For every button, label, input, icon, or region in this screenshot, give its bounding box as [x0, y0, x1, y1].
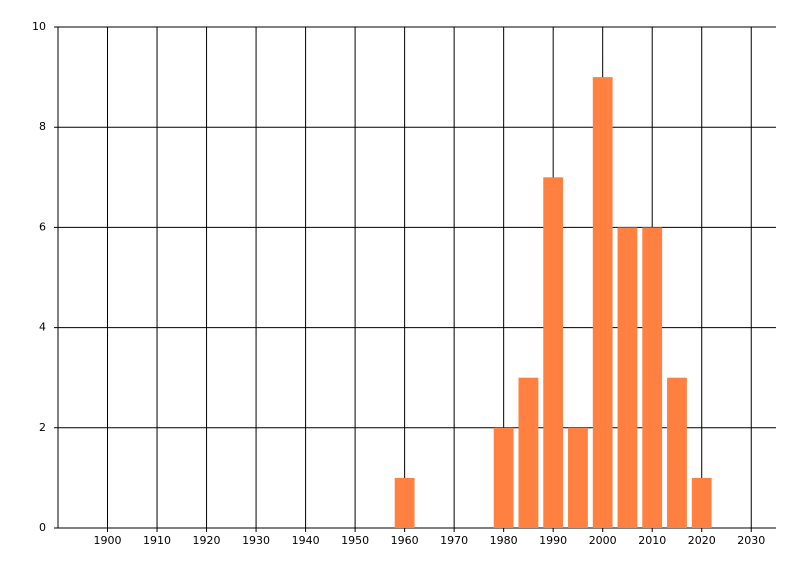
x-tick-label: 1920	[193, 534, 221, 547]
x-tick-label: 1940	[292, 534, 320, 547]
x-tick-label: 1960	[391, 534, 419, 547]
x-tick-label: 1900	[94, 534, 122, 547]
x-tick-label: 2010	[638, 534, 666, 547]
x-tick-label: 1970	[440, 534, 468, 547]
y-tick-label: 2	[39, 421, 46, 434]
x-tick-label: 2000	[589, 534, 617, 547]
bar	[568, 427, 588, 528]
x-tick-label: 1980	[490, 534, 518, 547]
bar	[543, 177, 564, 529]
x-tick-label: 2030	[737, 534, 765, 547]
bar	[493, 427, 514, 528]
bar	[667, 377, 687, 528]
y-tick-label: 6	[39, 220, 46, 233]
bar	[642, 227, 663, 528]
x-tick-label: 1990	[539, 534, 567, 547]
bar	[617, 227, 638, 528]
x-tick-label: 1950	[341, 534, 369, 547]
y-tick-label: 0	[39, 521, 46, 534]
bar	[691, 477, 712, 528]
bar	[394, 477, 415, 528]
x-tick-label: 1910	[143, 534, 171, 547]
y-tick-label: 4	[39, 321, 46, 334]
x-tick-label: 2020	[688, 534, 716, 547]
y-tick-label: 8	[39, 120, 46, 133]
y-tick-label: 10	[32, 20, 46, 33]
x-tick-label: 1930	[242, 534, 270, 547]
bar	[518, 377, 539, 528]
bar	[592, 77, 613, 528]
